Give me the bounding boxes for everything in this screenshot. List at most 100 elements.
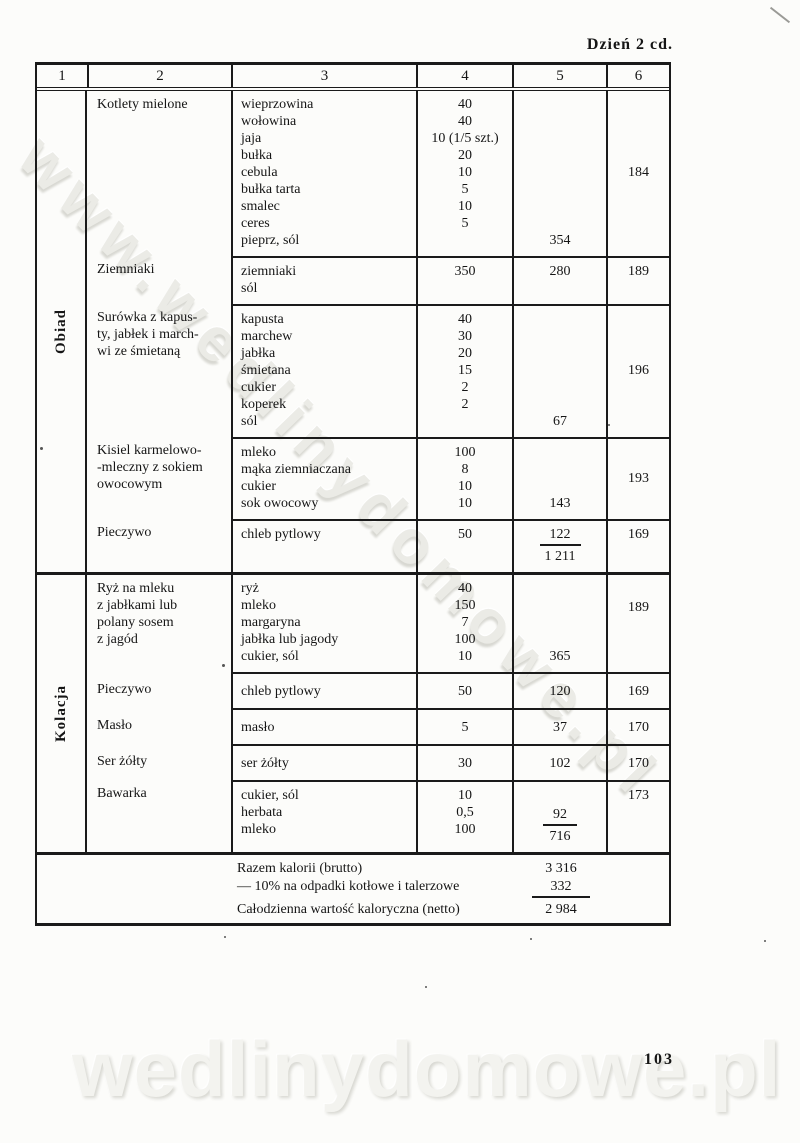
ingredient-names: cukier, sól herbata mleko (241, 788, 299, 837)
column-header-6: 6 (606, 65, 669, 87)
scan-speck (222, 664, 225, 667)
recipe-ref-cell: 169 (606, 674, 669, 708)
calories-value: 92 (543, 806, 577, 826)
ingredient-quantities: 50 (416, 521, 512, 572)
recipe-ref-cell: 169 (606, 521, 669, 572)
calories-cell: 67 (512, 306, 606, 437)
calories-cell: 102 (512, 746, 606, 780)
section-subtotal: 1 211 (544, 549, 576, 564)
calories-cell: 122 1 211 (512, 521, 606, 572)
dish-name: Kisiel karmelowo- -mleczny z sokiem owoc… (97, 443, 203, 492)
meal-label-kolacja: Kolacja (52, 685, 69, 742)
summary-label: — 10% na odpadki kotłowe i talerzowe (237, 879, 460, 894)
dish-row-pieczywo-obiad: Pieczywo chleb pytlowy 50 122 1 211 169 (87, 519, 669, 572)
ingredient-names: ser żółty (241, 756, 289, 771)
ingredient-names: ziemniaki sól (241, 264, 297, 296)
dish-name: Ryż na mleku z jabłkami lub polany sosem… (97, 581, 178, 647)
summary-label: Razem kalorii (brutto) (237, 861, 363, 876)
summary-label: Całodzienna wartość kaloryczna (netto) (237, 902, 460, 917)
ingredient-quantities: 30 (416, 746, 512, 780)
scan-speck (224, 936, 226, 938)
meal-plan-table: 1 2 3 4 5 6 Obiad Kotlety mielone wieprz… (35, 62, 671, 926)
calories-cell: 143 (512, 439, 606, 519)
calories-cell: 37 (512, 710, 606, 744)
column-header-3: 3 (231, 65, 416, 87)
recipe-ref-cell: 173 (606, 782, 669, 852)
meal-cell-kolacja: Kolacja (37, 575, 87, 852)
dish-row-kisiel: Kisiel karmelowo- -mleczny z sokiem owoc… (87, 437, 669, 519)
column-header-4: 4 (416, 65, 512, 87)
calories-cell: 365 (512, 575, 606, 672)
dish-name: Pieczywo (97, 682, 152, 697)
summary-row-odpadki: — 10% na odpadki kotłowe i talerzowe 332 (37, 878, 669, 898)
dish-row-ziemniaki: Ziemniaki ziemniaki sól 350 280 (87, 256, 669, 304)
calories-cell: 354 (512, 91, 606, 256)
ingredient-names: chleb pytlowy (241, 527, 321, 542)
ingredient-quantities: 40 30 20 15 2 2 (416, 306, 512, 437)
ingredient-names: chleb pytlowy (241, 684, 321, 699)
dish-name: Bawarka (97, 786, 147, 801)
summary-value: 3 316 (545, 861, 577, 876)
dish-name: Pieczywo (97, 525, 152, 540)
recipe-ref-cell: 189 (606, 575, 669, 672)
dish-name: Masło (97, 718, 132, 733)
recipe-ref-cell: 184 (606, 91, 669, 256)
recipe-ref-cell: 193 (606, 439, 669, 519)
meal-cell-obiad: Obiad (37, 91, 87, 572)
calories-cell: 120 (512, 674, 606, 708)
section-kolacja: Kolacja Ryż na mleku z jabłkami lub pola… (37, 572, 669, 852)
calories-cell: 280 (512, 258, 606, 304)
obiad-groups: Kotlety mielone wieprzowina wołowina jaj… (87, 91, 669, 572)
dish-row-kotlety: Kotlety mielone wieprzowina wołowina jaj… (87, 91, 669, 256)
bottom-watermark: wedlinydomowe.pl (72, 1025, 782, 1113)
ingredient-names: masło (241, 720, 275, 735)
scan-speck (764, 940, 766, 942)
ingredient-names: ryż mleko margaryna jabłka lub jagody cu… (241, 581, 339, 664)
scan-speck (608, 424, 610, 426)
dish-row-pieczywo-kolacja: Pieczywo chleb pytlowy 50 120 169 (87, 672, 669, 708)
section-subtotal: 716 (549, 829, 571, 844)
dish-name: Ziemniaki (97, 262, 155, 277)
recipe-ref-cell: 170 (606, 746, 669, 780)
ingredient-names: wieprzowina wołowina jaja bułka cebula b… (241, 97, 314, 248)
ingredient-names: mleko mąka ziemniaczana cukier sok owoco… (241, 445, 351, 511)
scan-speck (530, 938, 532, 940)
page-number: 103 (644, 1051, 674, 1068)
dish-row-surowka: Surówka z kapus- ty, jabłek i march- wi … (87, 304, 669, 437)
summary-row-netto: Całodzienna wartość kaloryczna (netto) 2… (37, 901, 669, 919)
column-header-2: 2 (87, 65, 231, 87)
column-header-5: 5 (512, 65, 606, 87)
scan-speck (40, 447, 43, 450)
column-header-row: 1 2 3 4 5 6 (37, 65, 669, 91)
ingredient-names: kapusta marchew jabłka śmietana cukier k… (241, 312, 293, 429)
summary-value: 2 984 (545, 902, 577, 917)
ingredient-quantities: 10 0,5 100 (416, 782, 512, 852)
recipe-ref-cell: 196 (606, 306, 669, 437)
dish-name: Surówka z kapus- ty, jabłek i march- wi … (97, 310, 199, 359)
dish-row-ryz: Ryż na mleku z jabłkami lub polany sosem… (87, 575, 669, 672)
recipe-ref-cell: 189 (606, 258, 669, 304)
section-obiad: Obiad Kotlety mielone wieprzowina wołowi… (37, 91, 669, 572)
dish-row-ser: Ser żółty ser żółty 30 102 170 (87, 744, 669, 780)
calorie-summary: Razem kalorii (brutto) 3 316 — 10% na od… (37, 852, 669, 923)
dish-name: Ser żółty (97, 754, 148, 769)
dish-row-maslo: Masło masło 5 37 170 (87, 708, 669, 744)
meal-label-obiad: Obiad (52, 308, 69, 355)
ingredient-quantities: 40 150 7 100 10 (416, 575, 512, 672)
ingredient-quantities: 5 (416, 710, 512, 744)
calories-cell: 92 716 (512, 782, 606, 852)
calories-value: 122 (539, 526, 581, 546)
ingredient-quantities: 40 40 10 (1/5 szt.) 20 10 5 10 5 (416, 91, 512, 256)
column-header-1: 1 (58, 67, 66, 84)
dish-name: Kotlety mielone (97, 97, 188, 112)
ingredient-quantities: 100 8 10 10 (416, 439, 512, 519)
ingredient-quantities: 50 (416, 674, 512, 708)
summary-row-brutto: Razem kalorii (brutto) 3 316 (37, 860, 669, 878)
recipe-ref-cell: 170 (606, 710, 669, 744)
scan-speck (425, 986, 427, 988)
pen-mark-artifact (769, 6, 791, 24)
summary-value: 332 (514, 878, 608, 898)
kolacja-groups: Ryż na mleku z jabłkami lub polany sosem… (87, 575, 669, 852)
ingredient-quantities: 350 (416, 258, 512, 304)
dish-row-bawarka: Bawarka cukier, sól herbata mleko 10 0,5… (87, 780, 669, 852)
